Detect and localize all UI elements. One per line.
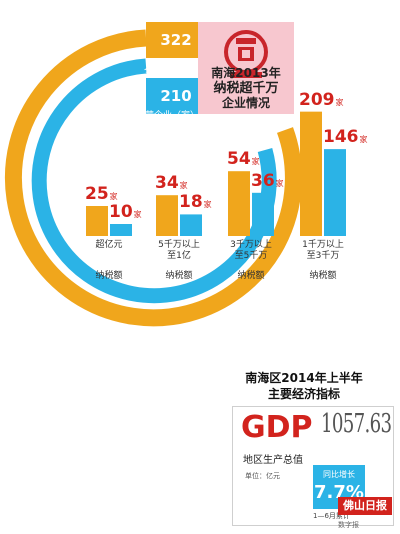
- title-line-1: 南海2013年: [211, 66, 281, 80]
- gdp-word: GDP: [241, 410, 313, 445]
- gdp-unit: 单位：亿元: [245, 472, 280, 480]
- growth-label: 同比增长: [323, 470, 355, 479]
- title-block: 南海2013年 纳税超千万 企业情况: [198, 66, 294, 111]
- category-sublabel-2: 纳税额: [237, 271, 265, 281]
- indicators-title-line-2: 主要经济指标: [267, 387, 340, 401]
- indicators-title-line-1: 南海区2014年上半年: [245, 371, 363, 385]
- value-label-all-3: 209家: [299, 89, 344, 110]
- gdp-value: 1057.63: [321, 409, 392, 439]
- bar-private-1: [180, 214, 202, 236]
- category-sublabel-3: 纳税额: [309, 271, 337, 281]
- bar-all-1: [156, 195, 178, 236]
- outer-orange-arc: [4, 29, 302, 327]
- value-label-private-0: 10家: [109, 202, 142, 222]
- bar-all-3: [300, 111, 322, 236]
- bars-layer: [86, 111, 346, 236]
- legend-blue-value: 210: [160, 86, 192, 105]
- indicators-title: 南海区2014年上半年 主要经济指标: [214, 370, 394, 402]
- legend-orange-value: 322: [160, 30, 192, 49]
- value-label-private-1: 18家: [179, 192, 212, 213]
- category-sublabel-0: 纳税额: [95, 271, 123, 281]
- title-panel: [198, 22, 294, 114]
- category-label-1: 5千万以上 至1亿: [158, 240, 200, 261]
- category-label-0: 超亿元: [95, 240, 123, 250]
- value-label-all-0: 25家: [85, 184, 118, 204]
- title-line-3: 企业情况: [221, 96, 270, 110]
- gdp-label: 地区生产总值: [243, 455, 303, 466]
- legend-orange-label: 全区企业（家）: [144, 67, 208, 77]
- bar-all-0: [86, 206, 108, 236]
- newspaper-logo: 佛山日报: [338, 497, 392, 515]
- period-label: 1—6月累计: [313, 512, 350, 520]
- category-sublabel-1: 纳税额: [165, 271, 193, 281]
- bar-private-0: [110, 224, 132, 236]
- category-label-3: 1千万以上 至3千万: [302, 240, 344, 261]
- value-label-private-2: 36家: [251, 170, 284, 191]
- title-line-2: 纳税超千万: [213, 81, 279, 96]
- value-label-all-1: 34家: [155, 173, 188, 194]
- category-label-2: 3千万以上 至5千万: [230, 240, 272, 261]
- tax-emblem-icon: [224, 30, 268, 78]
- bar-private-3: [324, 149, 346, 236]
- bar-all-2: [228, 171, 250, 236]
- value-label-private-3: 146家: [323, 127, 368, 148]
- legend-blue: 210 民营企业（家）: [136, 78, 206, 121]
- bar-private-2: [252, 192, 274, 236]
- legend-blue-label: 民营企业（家）: [136, 111, 200, 121]
- value-label-all-2: 54家: [227, 149, 260, 170]
- source-label: 数字报: [338, 521, 359, 529]
- legend-orange: 322 全区企业（家）: [144, 22, 207, 77]
